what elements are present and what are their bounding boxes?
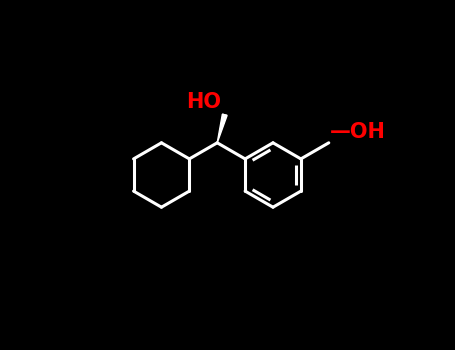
Polygon shape [217,114,227,143]
Text: HO: HO [186,92,221,112]
Text: —OH: —OH [330,122,386,142]
